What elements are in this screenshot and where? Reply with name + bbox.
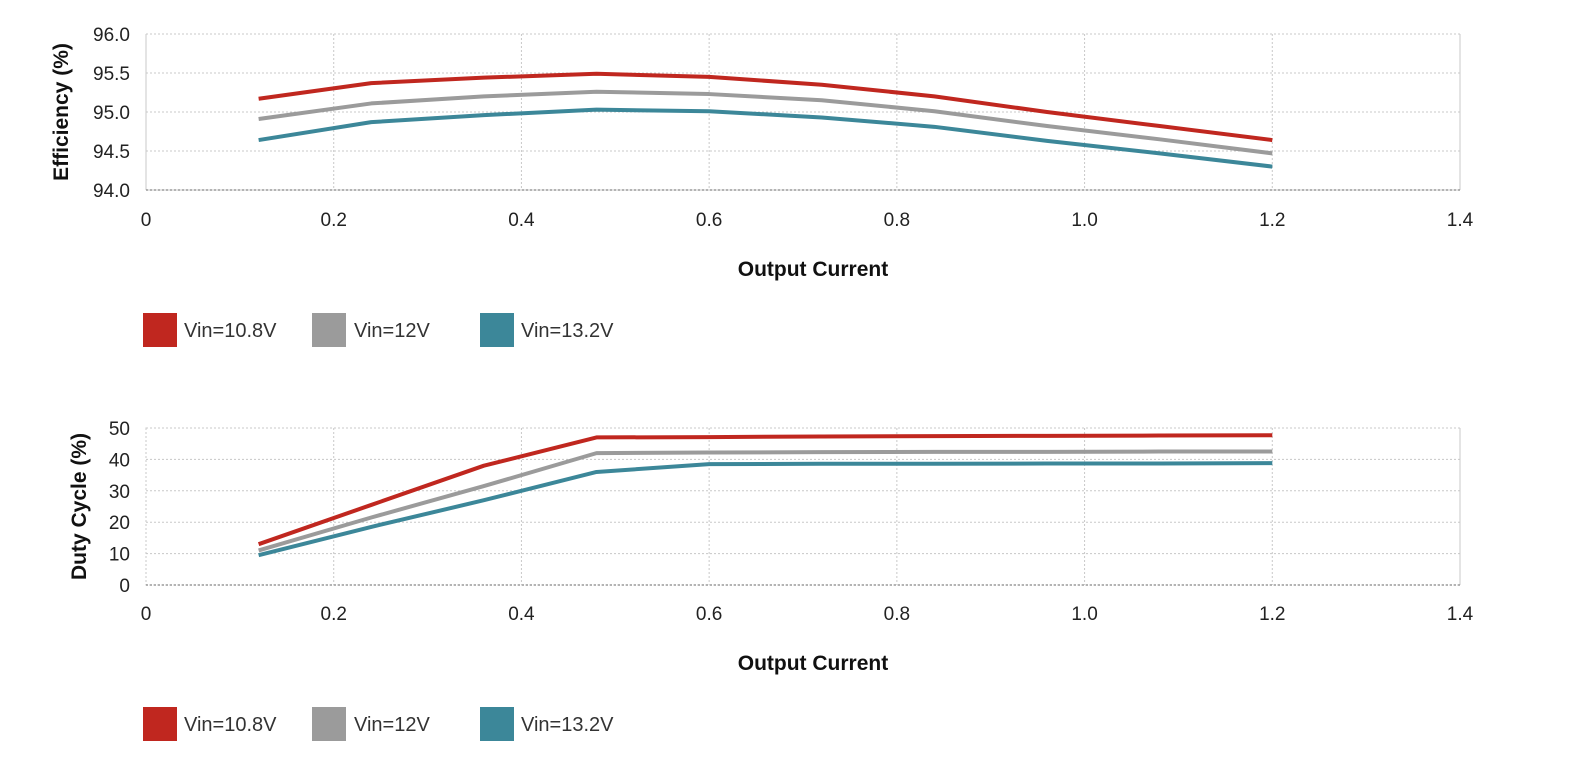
y-tick-label: 40 (109, 450, 130, 471)
x-tick-label: 0.4 (508, 210, 535, 231)
legend: Vin=10.8V Vin=12V Vin=13.2V (143, 707, 614, 741)
efficiency-chart: 0 0.2 0.4 0.6 0.8 1.0 1.2 1.4 94.0 94.5 95.0 95.5 96… (50, 25, 1474, 347)
plot-frame (145, 33, 1461, 191)
legend-label: Vin=12V (354, 320, 430, 342)
legend-label: Vin=13.2V (521, 714, 614, 736)
legend-swatch (143, 707, 177, 741)
y-axis-title: Efficiency (%) (50, 43, 73, 181)
legend-label: Vin=12V (354, 714, 430, 736)
x-tick-label: 1.0 (1071, 210, 1097, 231)
legend-label: Vin=10.8V (184, 714, 277, 736)
legend-swatch (480, 313, 514, 347)
duty-cycle-chart: 0 0.2 0.4 0.6 0.8 1.0 1.2 1.4 0 10 20 30 40 50 Output … (68, 419, 1474, 741)
legend-item: Vin=10.8V (143, 707, 277, 741)
series-line-1 (258, 71, 1273, 143)
x-tick-label: 1.4 (1447, 604, 1474, 625)
x-tick-label: 0.2 (321, 604, 347, 625)
legend-item: Vin=12V (312, 707, 430, 741)
series-line-3 (258, 461, 1273, 558)
y-tick-label: 20 (109, 513, 130, 534)
y-tick-label: 94.5 (93, 142, 130, 163)
series-line-3 (258, 107, 1273, 169)
legend-label: Vin=10.8V (184, 320, 277, 342)
x-tick-label: 0.6 (696, 210, 722, 231)
legend-item: Vin=13.2V (480, 313, 614, 347)
legend-item: Vin=13.2V (480, 707, 614, 741)
x-tick-label: 1.2 (1259, 604, 1285, 625)
legend-swatch (480, 707, 514, 741)
legend-label: Vin=13.2V (521, 320, 614, 342)
legend-swatch (312, 313, 346, 347)
x-tick-label: 0.2 (321, 210, 347, 231)
x-tick-label: 0.8 (884, 604, 910, 625)
legend-item: Vin=10.8V (143, 313, 277, 347)
y-tick-label: 30 (109, 482, 130, 503)
legend: Vin=10.8V Vin=12V Vin=13.2V (143, 313, 614, 347)
y-tick-label: 96.0 (93, 25, 130, 46)
y-tick-label: 50 (109, 419, 130, 440)
x-tick-label: 0.4 (508, 604, 535, 625)
x-tick-label: 0 (141, 210, 152, 231)
y-axis-title: Duty Cycle (%) (68, 433, 91, 580)
series-line-2 (258, 89, 1273, 156)
y-tick-label: 95.0 (93, 103, 130, 124)
legend-swatch (143, 313, 177, 347)
x-tick-label: 0.6 (696, 604, 722, 625)
series-line-2 (258, 449, 1273, 553)
legend-swatch (312, 707, 346, 741)
x-tick-label: 0 (141, 604, 152, 625)
x-tick-label: 0.8 (884, 210, 910, 231)
x-axis-title: Output Current (738, 258, 888, 281)
series-line-1 (257, 433, 1273, 547)
x-tick-label: 1.4 (1447, 210, 1474, 231)
y-tick-label: 10 (109, 545, 130, 566)
legend-item: Vin=12V (312, 313, 430, 347)
y-tick-label: 0 (119, 576, 130, 597)
x-axis-title: Output Current (738, 652, 888, 675)
y-tick-label: 95.5 (93, 64, 130, 85)
x-tick-label: 1.2 (1259, 210, 1285, 231)
y-tick-label: 94.0 (93, 181, 130, 202)
x-tick-label: 1.0 (1071, 604, 1097, 625)
